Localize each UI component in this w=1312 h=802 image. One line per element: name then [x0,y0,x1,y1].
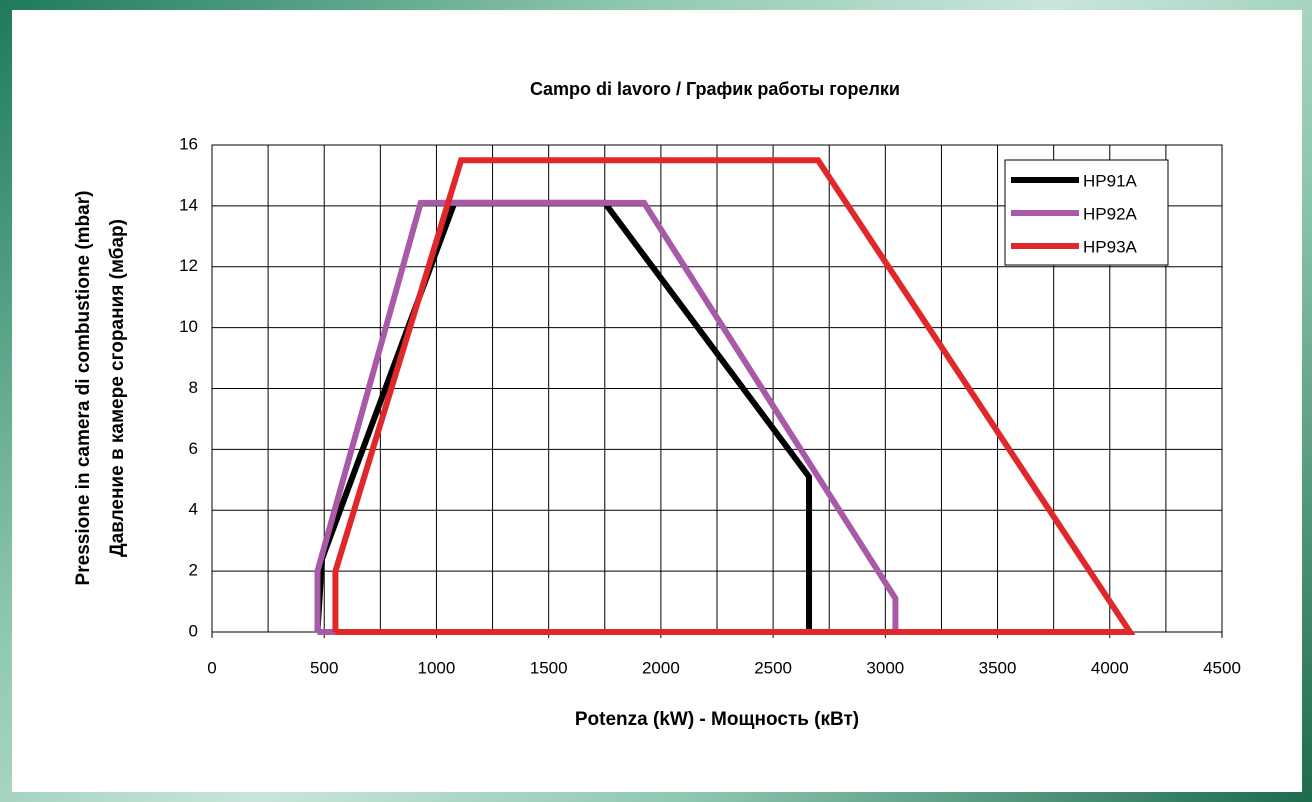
y-axis-label: Давление в камере сгорания (мбар) [107,219,128,557]
x-tick-label: 500 [310,658,338,677]
frame [12,10,1302,792]
x-tick-label: 1500 [530,658,568,677]
y-tick-label: 8 [189,378,198,397]
y-tick-label: 6 [189,439,198,458]
y-tick-label: 12 [179,256,198,275]
y-axis-label: Pressione in camera di combustione (mbar… [73,191,94,586]
x-tick-label: 4000 [1091,658,1129,677]
x-axis-label: Potenza (kW) - Мощность (кВт) [575,709,859,730]
chart-title: Campo di lavoro / График работы горелки [530,79,900,99]
legend-label: HP92A [1083,204,1138,223]
x-tick-label: 0 [207,658,216,677]
legend-label: HP93A [1083,237,1138,256]
x-tick-label: 2500 [754,658,792,677]
y-tick-label: 2 [189,561,198,580]
y-tick-label: 14 [179,195,198,214]
x-tick-label: 3000 [866,658,904,677]
y-tick-label: 10 [179,317,198,336]
x-tick-label: 4500 [1203,658,1241,677]
x-tick-label: 1000 [418,658,456,677]
x-tick-label: 2000 [642,658,680,677]
legend-label: HP91A [1083,171,1138,190]
series-line [332,157,1136,635]
x-tick-label: 3500 [979,658,1017,677]
y-tick-label: 16 [179,134,198,153]
y-tick-label: 0 [189,621,198,640]
y-tick-label: 4 [189,500,198,519]
